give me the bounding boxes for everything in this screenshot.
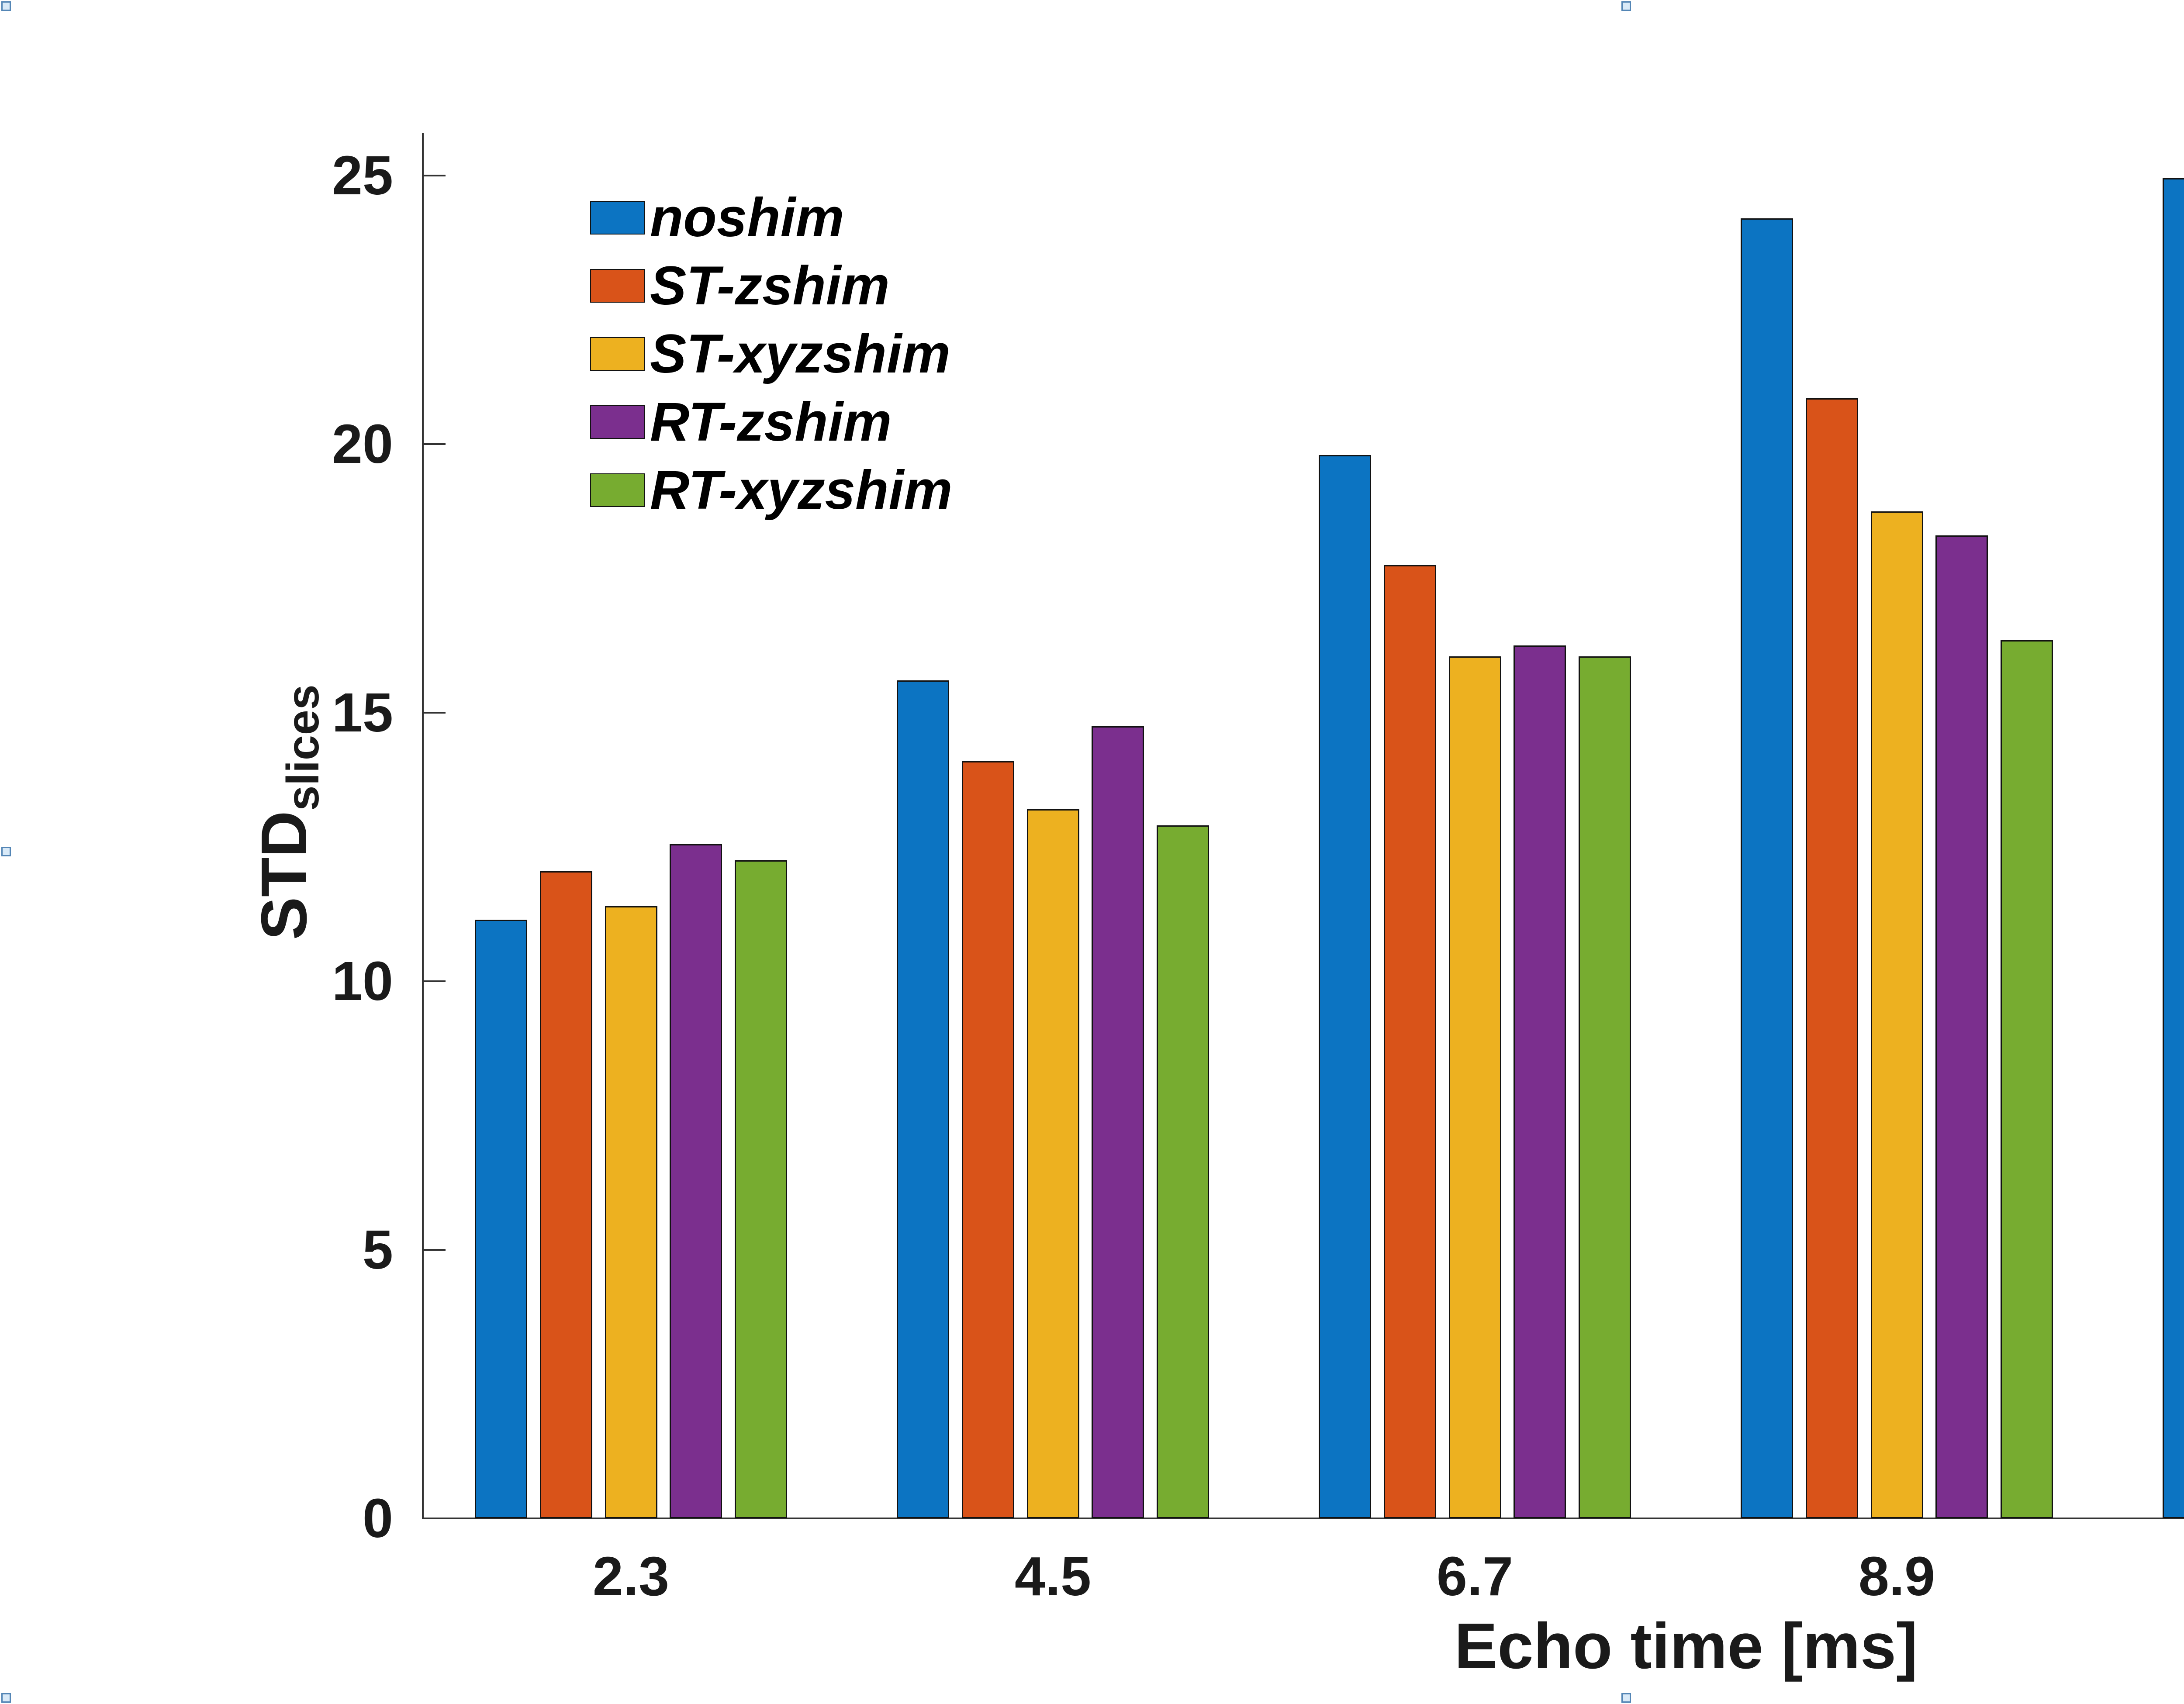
y-tick-mark: [424, 443, 446, 445]
legend-swatch-ST-zshim: [590, 269, 645, 303]
legend-item-ST-zshim: ST-zshim: [590, 252, 890, 320]
bar-RT-zshim-te6.7: [1514, 645, 1566, 1518]
legend-item-ST-xyzshim: ST-xyzshim: [590, 320, 950, 388]
y-axis-title-main: STD: [248, 811, 320, 940]
y-tick-mark: [424, 712, 446, 714]
x-tick-label: 6.7: [1436, 1545, 1514, 1607]
x-tick-label: 4.5: [1014, 1545, 1092, 1607]
bar-RT-xyzshim-te4.5: [1156, 825, 1209, 1518]
legend-item-RT-xyzshim: RT-xyzshim: [590, 456, 952, 524]
bar-ST-xyzshim-te2.3: [605, 906, 657, 1518]
bar-ST-xyzshim-te4.5: [1026, 809, 1079, 1518]
x-axis-title: Echo time [ms]: [1454, 1610, 1918, 1682]
bar-RT-zshim-te8.9: [1935, 535, 1988, 1518]
bar-ST-zshim-te8.9: [1805, 398, 1858, 1518]
x-tick-label: 2.3: [592, 1545, 670, 1607]
bar-noshim-te11.1: [2163, 178, 2184, 1518]
legend-label: ST-zshim: [650, 255, 890, 316]
legend-swatch-RT-zshim: [590, 405, 645, 439]
bar-ST-xyzshim-te6.7: [1448, 656, 1501, 1518]
y-tick-label: 15: [332, 682, 393, 743]
bar-noshim-te8.9: [1741, 218, 1794, 1518]
legend-label: RT-xyzshim: [650, 459, 953, 521]
legend-label: noshim: [650, 187, 844, 248]
resize-handle-bottom-left[interactable]: [1, 1693, 11, 1703]
y-tick-mark: [424, 175, 446, 176]
bar-RT-zshim-te2.3: [670, 844, 722, 1518]
y-tick-label: 10: [332, 950, 393, 1012]
bar-RT-xyzshim-te2.3: [734, 860, 787, 1518]
y-tick-label: 0: [362, 1487, 393, 1549]
bar-ST-zshim-te6.7: [1383, 565, 1436, 1518]
y-tick-mark: [424, 1249, 446, 1251]
y-axis-spine: [422, 133, 424, 1519]
legend-item-RT-zshim: RT-zshim: [590, 388, 892, 456]
legend-label: ST-xyzshim: [650, 323, 950, 384]
resize-handle-top-left[interactable]: [1, 1, 11, 11]
legend-label: RT-zshim: [650, 391, 892, 452]
legend-item-noshim: noshim: [590, 183, 844, 252]
bar-RT-xyzshim-te8.9: [2000, 640, 2053, 1518]
x-axis-spine: [422, 1518, 2184, 1519]
y-tick-mark: [424, 1518, 446, 1519]
y-tick-label: 5: [362, 1219, 393, 1280]
y-tick-label: 20: [332, 413, 393, 475]
legend-swatch-RT-xyzshim: [590, 473, 645, 507]
bar-RT-xyzshim-te6.7: [1578, 656, 1631, 1518]
bar-noshim-te4.5: [897, 680, 950, 1518]
bar-RT-zshim-te4.5: [1092, 726, 1144, 1518]
bar-ST-zshim-te2.3: [539, 871, 592, 1518]
y-axis-title-subscript: slices: [278, 684, 328, 811]
y-tick-mark: [424, 980, 446, 982]
legend-swatch-ST-xyzshim: [590, 337, 645, 371]
resize-handle-bottom-center[interactable]: [1621, 1693, 1631, 1703]
bar-noshim-te2.3: [475, 919, 528, 1518]
bar-ST-zshim-te4.5: [961, 761, 1014, 1518]
y-tick-label: 25: [332, 145, 393, 206]
resize-handle-top-center[interactable]: [1621, 1, 1631, 11]
x-tick-label: 8.9: [1858, 1545, 1935, 1607]
legend-swatch-noshim: [590, 200, 645, 235]
bar-noshim-te6.7: [1319, 455, 1372, 1518]
bar-ST-xyzshim-te8.9: [1870, 511, 1923, 1518]
resize-handle-middle-left[interactable]: [1, 847, 11, 856]
